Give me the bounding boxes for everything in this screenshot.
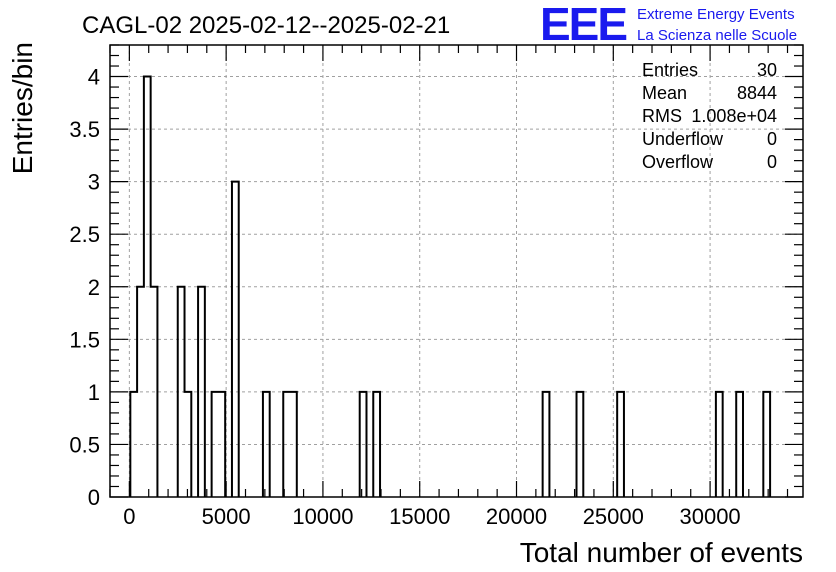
stats-overflow-value: 0 [767, 152, 777, 172]
eee-logo-mark: EEE [540, 0, 626, 50]
x-tick-label: 25000 [583, 504, 644, 529]
stats-mean-label: Mean [642, 83, 687, 103]
eee-logo-line2: La Scienza nelle Scuole [637, 27, 797, 44]
y-tick-label: 0.5 [69, 432, 100, 457]
stats-underflow-value: 0 [767, 129, 777, 149]
stats-overflow-label: Overflow [642, 152, 714, 172]
plot-frame [109, 44, 804, 498]
y-tick-label: 3 [88, 170, 100, 195]
y-tick-label: 3.5 [69, 117, 100, 142]
x-axis-label: Total number of events [520, 537, 803, 568]
x-tick-label: 0 [123, 504, 135, 529]
chart-title: CAGL-02 2025-02-12--2025-02-21 [82, 12, 450, 39]
stats-rms-label: RMS [642, 106, 682, 126]
stats-entries-label: Entries [642, 60, 698, 80]
x-tick-label: 15000 [389, 504, 450, 529]
eee-logo: EEE Extreme Energy Events La Scienza nel… [540, 0, 797, 50]
eee-logo-line1: Extreme Energy Events [637, 6, 795, 23]
stats-rms-value: 1.008e+04 [691, 106, 777, 126]
y-axis-label: Entries/bin [7, 42, 38, 174]
y-tick-label: 2 [88, 275, 100, 300]
stats-entries-value: 30 [757, 60, 777, 80]
x-tick-label: 30000 [679, 504, 740, 529]
axes-layer [109, 44, 804, 498]
stats-box: Entries 30 Mean 8844 RMS 1.008e+04 Under… [642, 60, 777, 172]
histogram-layer [129, 75, 772, 497]
tick-labels-layer: 0 5000 10000 15000 20000 25000 30000 0 0.5 1 1.5 2 2… [69, 65, 740, 529]
x-tick-label: 10000 [292, 504, 353, 529]
y-tick-label: 0 [88, 485, 100, 510]
histogram-outline [129, 75, 772, 497]
y-tick-label: 1 [88, 380, 100, 405]
x-tick-label: 20000 [486, 504, 547, 529]
y-tick-label: 4 [88, 65, 100, 90]
y-tick-label: 1.5 [69, 327, 100, 352]
stats-underflow-label: Underflow [642, 129, 724, 149]
x-tick-label: 5000 [202, 504, 251, 529]
stats-mean-value: 8844 [737, 83, 777, 103]
y-tick-label: 2.5 [69, 222, 100, 247]
